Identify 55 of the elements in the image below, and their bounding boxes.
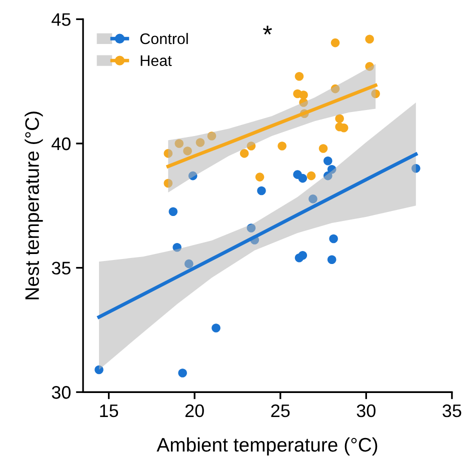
y-tick-label: 40: [52, 137, 71, 150]
x-tick-label: 25: [271, 404, 290, 418]
point: [196, 138, 205, 147]
y-axis-title: Nest temperature (°C): [24, 112, 43, 300]
point: [240, 149, 249, 158]
legend-label: Control: [140, 32, 188, 44]
x-axis-title: Ambient temperature (°C): [156, 437, 378, 456]
point: [335, 114, 344, 124]
x-tick-label: 30: [356, 404, 376, 418]
point: [327, 164, 336, 174]
point: [299, 90, 308, 100]
point: [188, 171, 198, 180]
y-tick-label: 45: [52, 13, 70, 26]
point: [306, 171, 316, 180]
point: [323, 156, 332, 166]
point: [318, 144, 328, 153]
point: [257, 186, 266, 196]
point: [94, 365, 104, 374]
point: [371, 89, 380, 98]
annotation: *: [263, 26, 272, 34]
point: [294, 72, 304, 81]
point: [164, 149, 173, 158]
x-tick-label: 20: [185, 404, 204, 418]
point: [184, 259, 194, 268]
line-series: [97, 152, 418, 319]
y-tick-label: 30: [52, 386, 71, 399]
point: [365, 34, 374, 44]
point: [327, 255, 336, 264]
point: [183, 146, 192, 156]
point: [298, 174, 308, 183]
point: [412, 164, 420, 173]
point: [212, 324, 220, 332]
legend-label: Heat: [140, 55, 172, 66]
point: [168, 207, 178, 216]
line-series: [166, 84, 378, 168]
point: [299, 98, 308, 107]
y-tick-label: 35: [52, 262, 70, 275]
point: [178, 368, 187, 378]
x-tick-label: 15: [100, 404, 118, 418]
point: [323, 171, 332, 180]
point: [330, 84, 340, 94]
point: [278, 142, 286, 150]
point: [246, 142, 256, 150]
point: [207, 132, 216, 140]
point: [330, 38, 340, 48]
point: [329, 234, 338, 244]
x-tick-label: 35: [442, 404, 462, 418]
point: [172, 243, 182, 252]
point: [174, 139, 184, 148]
point: [308, 194, 318, 204]
point: [298, 250, 308, 260]
point: [164, 178, 173, 188]
point: [365, 62, 374, 71]
point: [246, 224, 256, 232]
point: [255, 172, 264, 182]
